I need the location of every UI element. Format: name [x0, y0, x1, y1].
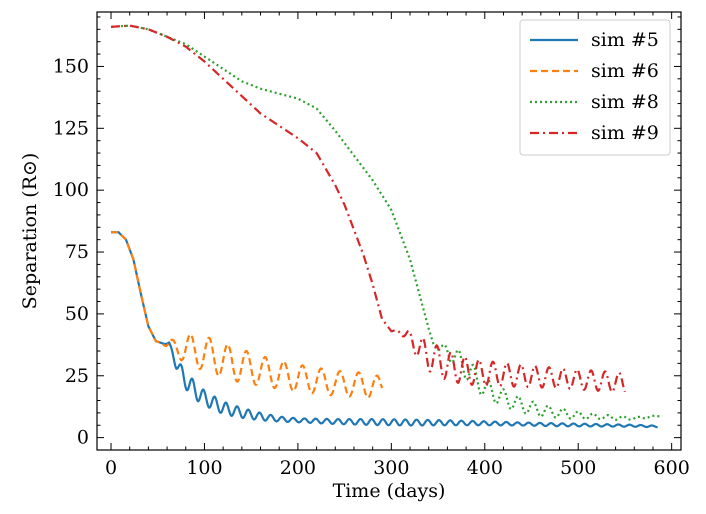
y-tick-label: 75 [65, 241, 89, 263]
x-tick-label: 300 [373, 457, 409, 479]
legend-label-sim-6: sim #6 [591, 60, 659, 82]
series-line-sim-6 [111, 231, 384, 399]
legend-label-sim-8: sim #8 [591, 91, 659, 113]
x-tick-label: 0 [105, 457, 117, 479]
y-tick-label: 100 [53, 179, 89, 201]
x-axis-label: Time (days) [333, 480, 446, 502]
x-tick-label: 100 [186, 457, 222, 479]
y-tick-label: 25 [65, 365, 89, 387]
y-tick-label: 50 [65, 303, 89, 325]
y-tick-label: 150 [53, 55, 89, 77]
plot-frame [96, 11, 682, 451]
legend-entry: sim #9 [530, 122, 659, 144]
y-tick-label: 125 [53, 117, 89, 139]
legend: sim #5 sim #6 sim #8 sim #9 [519, 19, 671, 156]
series-layer [110, 24, 663, 429]
x-tick-label: 500 [560, 457, 596, 479]
y-axis-label: Separation (R⊙) [19, 153, 41, 310]
x-tick-label: 400 [467, 457, 503, 479]
legend-label-sim-5: sim #5 [591, 29, 659, 51]
legend-entry: sim #8 [530, 91, 659, 113]
legend-label-sim-9: sim #9 [591, 122, 659, 144]
y-tick-label: 0 [77, 427, 89, 449]
x-tick-label: 600 [654, 457, 690, 479]
legend-box [519, 19, 671, 156]
x-tick-label: 200 [280, 457, 316, 479]
legend-entry: sim #5 [530, 29, 659, 51]
legend-entry: sim #6 [530, 60, 659, 82]
series-line-sim-9 [110, 24, 626, 394]
series-line-sim-5 [111, 231, 658, 429]
series-line-sim-8 [110, 24, 663, 421]
